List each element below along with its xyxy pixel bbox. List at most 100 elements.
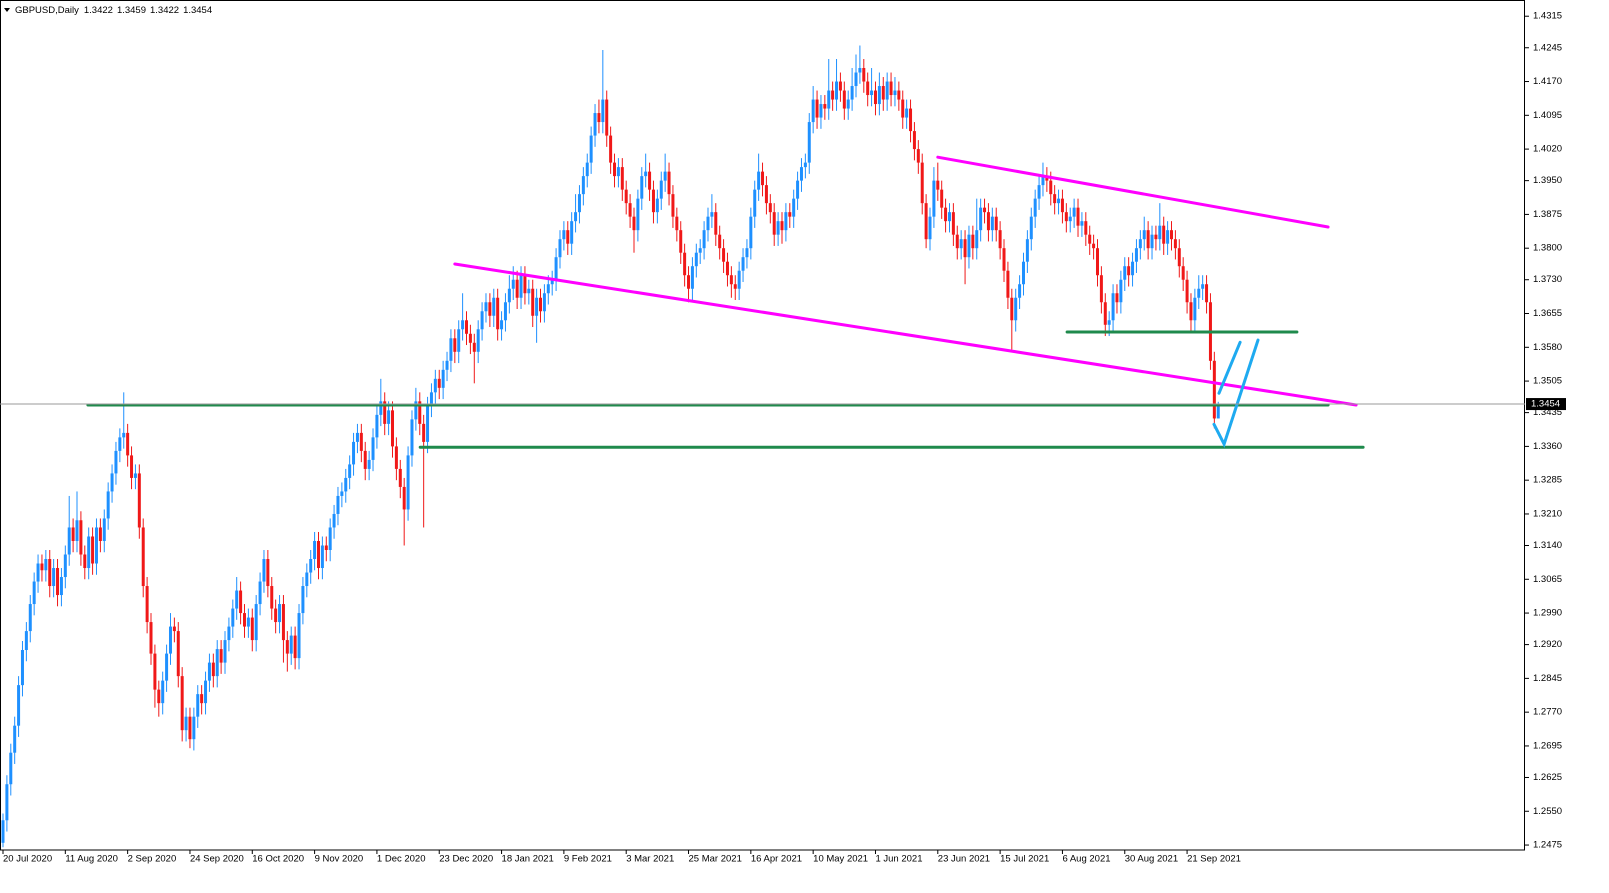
candle-body [507,288,511,303]
candle-body [624,189,628,204]
candle-body [523,275,527,294]
candle-body [515,279,519,298]
candle-body [359,432,363,451]
x-tick-label: 23 Dec 2020 [439,854,493,865]
candle-body [1068,216,1072,222]
candle-body [947,212,951,222]
candle-body [63,554,67,578]
candle-body [211,662,215,677]
candle-body [764,185,768,204]
candle-body [733,284,737,289]
chart-header: GBPUSD,Daily 1.3422 1.3459 1.3422 1.3454 [15,5,212,16]
x-tick-label: 2 Sep 2020 [128,854,177,865]
candle-body [176,631,180,677]
candle-body [799,167,803,181]
candle-body [1189,302,1193,321]
candle-body [675,216,679,231]
candle-body [870,90,874,96]
candle-body [492,297,496,316]
candle-body [433,378,437,393]
candle-body [422,423,426,442]
header-toggle[interactable] [4,8,10,12]
candle-body [1010,297,1014,321]
candle-body [811,99,815,123]
x-tick-label: 3 Mar 2021 [626,854,674,865]
candle-body [196,694,200,717]
candle-body [1076,207,1080,226]
candle-body [1154,234,1158,240]
candle-body [231,608,235,627]
candle-body [130,455,134,478]
candle-body [846,99,850,109]
candle-body [1170,230,1173,240]
candle-body [784,212,788,231]
candle-body [418,401,422,424]
candle-body [936,180,940,190]
y-tick-label: 1.3950 [1533,175,1562,186]
candle-body [842,90,846,109]
candle-body [59,577,63,596]
candle-body [1080,221,1084,226]
candle-body [503,302,507,321]
candle-body [916,149,920,163]
candle-body [468,333,472,343]
candle-body [745,248,749,258]
candle-body [429,392,433,406]
candle-body [772,212,776,235]
candle-body [1041,176,1045,186]
candle-body [519,275,523,298]
candle-body [659,180,663,199]
candle-body [71,527,75,541]
candle-body [126,432,130,456]
candle-body [866,81,870,96]
candle-body [453,338,457,352]
candle-body [192,716,196,740]
candle-body [48,559,52,587]
candle-body [1045,176,1049,181]
y-tick-label: 1.3875 [1533,209,1562,220]
candle-body [722,248,726,262]
candle-body [488,302,492,316]
candle-body [246,617,250,627]
candle-body [511,279,515,289]
candle-body [83,554,87,569]
candle-body [114,450,118,474]
candle-body [235,590,239,609]
candle-body [1201,284,1205,289]
x-tick-label: 9 Feb 2021 [564,854,612,865]
candle-body [363,450,367,469]
candle-body [1127,266,1131,276]
candle-body [823,104,827,109]
candle-body [328,527,332,550]
candle-body [94,527,98,564]
candle-body [796,180,800,199]
candle-body [940,189,944,208]
candle-body [967,234,971,258]
candle-body [168,626,172,654]
candle-body [589,135,593,163]
candle-body [1057,198,1061,204]
candle-body [905,108,909,118]
candle-body [1018,284,1022,298]
chart-title: GBPUSD,Daily [15,5,79,16]
candle-body [893,90,897,96]
candle-body [1134,248,1138,262]
candle-body [75,520,79,541]
candle-body [313,540,317,560]
x-tick-label: 24 Sep 2020 [190,854,244,865]
candle-body [9,752,13,785]
candle-body [539,297,543,312]
candle-body [172,626,176,632]
candle-body [761,171,765,186]
candle-body [920,162,924,204]
candle-body [979,207,983,231]
candle-body [753,189,757,217]
candle-body [145,586,149,623]
candle-body [558,239,562,258]
x-tick-label: 15 Jul 2021 [1000,854,1049,865]
y-tick-label: 1.4095 [1533,110,1562,121]
candle-body [153,653,157,690]
candle-body [971,234,975,249]
last-high: 1.3459 [117,5,146,16]
candle-body [546,284,550,294]
